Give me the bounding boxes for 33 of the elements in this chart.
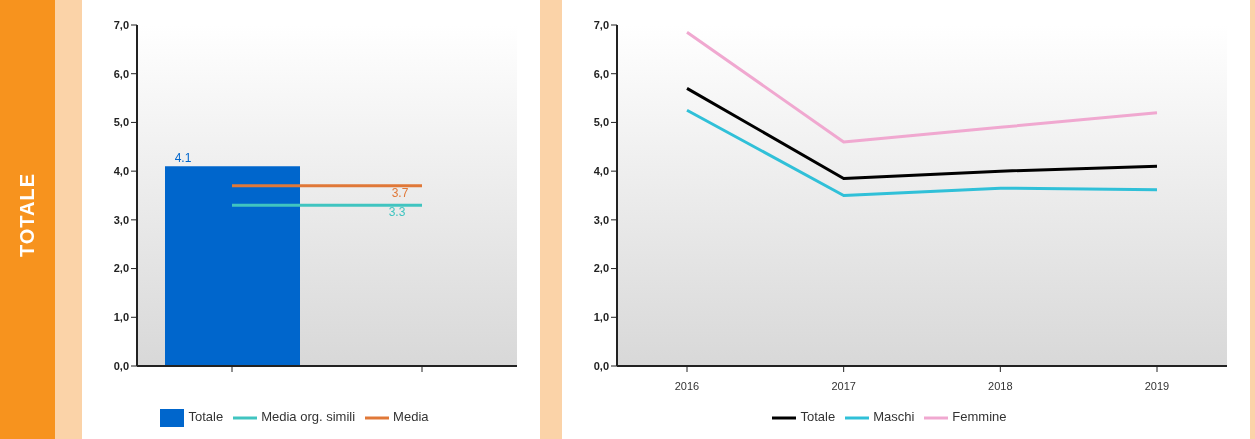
y-tick-label: 1,0 (113, 311, 129, 324)
legend-label: Media org. simili (261, 409, 356, 425)
legend-label: Totale (800, 409, 836, 425)
y-tick-label: 2,0 (593, 262, 609, 275)
data-label: 3.7 (391, 185, 409, 200)
y-tick-label: 3,0 (593, 213, 609, 226)
y-tick-label: 5,0 (593, 116, 609, 129)
legend-label: Totale (188, 409, 224, 425)
text: TOTALE (15, 172, 39, 258)
y-tick-label: 7,0 (593, 18, 609, 31)
legend-label: Maschi (873, 409, 915, 425)
y-tick-label: 0,0 (113, 359, 129, 372)
y-tick-label: 2,0 (113, 262, 129, 275)
x-tick-label: 2017 (831, 379, 856, 392)
y-tick-label: 4,0 (593, 165, 609, 178)
y-tick-label: 6,0 (593, 67, 609, 80)
y-tick-label: 4,0 (113, 165, 129, 178)
x-tick-label: 2018 (988, 379, 1013, 392)
y-tick-label: 5,0 (113, 116, 129, 129)
data-label: 3.3 (388, 205, 406, 220)
line-series (685, 30, 1159, 144)
y-tick-label: 6,0 (113, 67, 129, 80)
data-label: 4.1 (174, 151, 192, 166)
x-tick-label: 2019 (1144, 379, 1170, 392)
line-series (685, 86, 1159, 180)
legend-label: Media (393, 409, 429, 425)
line-series (685, 108, 1159, 197)
y-tick-label: 7,0 (113, 18, 129, 31)
y-tick-label: 3,0 (113, 213, 129, 226)
y-tick-label: 1,0 (593, 311, 609, 324)
x-tick-label: 2016 (674, 379, 700, 392)
legend-label: Femmine (952, 409, 1007, 425)
y-tick-label: 0,0 (593, 359, 609, 372)
